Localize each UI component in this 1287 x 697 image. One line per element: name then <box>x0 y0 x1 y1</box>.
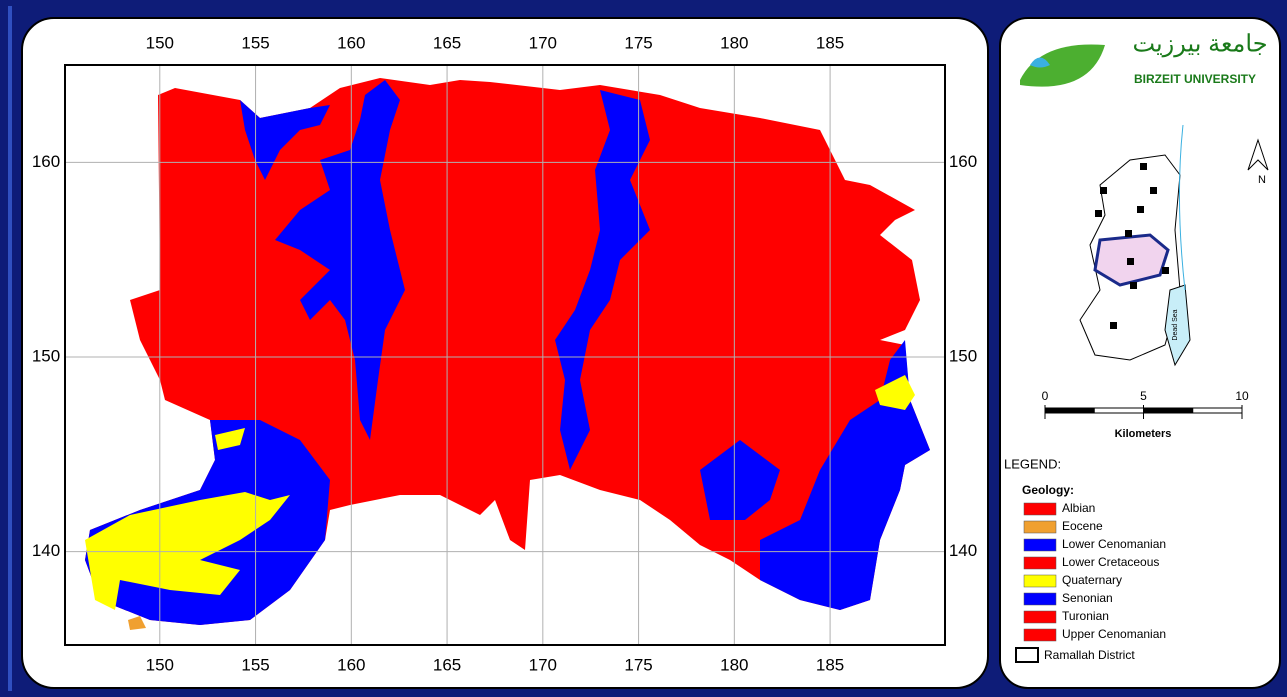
scale-segment <box>1045 408 1094 413</box>
inset-point <box>1127 258 1134 265</box>
inset-label: Dead Sea <box>1172 309 1179 340</box>
inset-point <box>1137 206 1144 213</box>
inset-point <box>1110 322 1117 329</box>
y-tick-label: 150 <box>949 346 977 365</box>
x-tick-label: 180 <box>720 655 748 674</box>
legend-label: Albian <box>1062 501 1095 515</box>
legend-swatch <box>1016 648 1038 662</box>
legend-swatch <box>1024 557 1056 569</box>
page: جامعة بيرزيت BIRZEIT UNIVERSITY N Dead S… <box>0 0 1287 697</box>
x-tick-label: 170 <box>529 655 557 674</box>
y-tick-label: 160 <box>32 152 60 171</box>
scale-segment <box>1193 408 1242 413</box>
y-tick-label: 140 <box>949 541 977 560</box>
x-tick-label: 170 <box>529 33 557 52</box>
edge-strip <box>8 6 12 691</box>
y-tick-label: 140 <box>32 541 60 560</box>
legend-label: Upper Cenomanian <box>1062 627 1166 641</box>
north-label: N <box>1258 174 1266 186</box>
legend-swatch <box>1024 575 1056 587</box>
legend-swatch <box>1024 503 1056 515</box>
legend-title: LEGEND: <box>1004 456 1061 471</box>
legend-label: Lower Cretaceous <box>1062 555 1159 569</box>
legend-label: Eocene <box>1062 519 1103 533</box>
inset-point <box>1162 267 1169 274</box>
legend-swatch <box>1024 539 1056 551</box>
legend-label: Senonian <box>1062 591 1113 605</box>
x-tick-label: 175 <box>624 33 652 52</box>
university-arabic: جامعة بيرزيت <box>1132 30 1267 57</box>
x-tick-label: 155 <box>241 655 269 674</box>
x-tick-label: 175 <box>624 655 652 674</box>
x-tick-label: 155 <box>241 33 269 52</box>
scale-label: 0 <box>1042 389 1049 403</box>
inset-point <box>1100 187 1107 194</box>
legend-swatch <box>1024 629 1056 641</box>
legend-label: Quaternary <box>1062 573 1122 587</box>
inset-point <box>1150 187 1157 194</box>
inset-point <box>1140 163 1147 170</box>
x-tick-label: 185 <box>816 33 844 52</box>
x-tick-label: 165 <box>433 655 461 674</box>
legend-label: Turonian <box>1062 609 1109 623</box>
legend-swatch <box>1024 593 1056 605</box>
legend-label: Lower Cenomanian <box>1062 537 1166 551</box>
x-tick-label: 165 <box>433 33 461 52</box>
scale-label: 5 <box>1140 389 1147 403</box>
x-tick-label: 160 <box>337 33 365 52</box>
scale-segment <box>1144 408 1193 413</box>
y-tick-label: 150 <box>32 346 60 365</box>
university-name: BIRZEIT UNIVERSITY <box>1134 72 1256 86</box>
inset-point <box>1125 230 1132 237</box>
legend-swatch <box>1024 611 1056 623</box>
x-tick-label: 180 <box>720 33 748 52</box>
scale-unit: Kilometers <box>1115 428 1172 440</box>
legend-swatch <box>1024 521 1056 533</box>
scale-label: 10 <box>1235 389 1249 403</box>
x-tick-label: 160 <box>337 655 365 674</box>
x-tick-label: 185 <box>816 655 844 674</box>
legend-label: Ramallah District <box>1044 648 1135 662</box>
scale-segment <box>1094 408 1143 413</box>
x-tick-label: 150 <box>146 33 174 52</box>
y-tick-label: 160 <box>949 152 977 171</box>
legend-subtitle: Geology: <box>1022 483 1074 497</box>
x-tick-label: 150 <box>146 655 174 674</box>
inset-point <box>1095 210 1102 217</box>
inset-point <box>1130 282 1137 289</box>
